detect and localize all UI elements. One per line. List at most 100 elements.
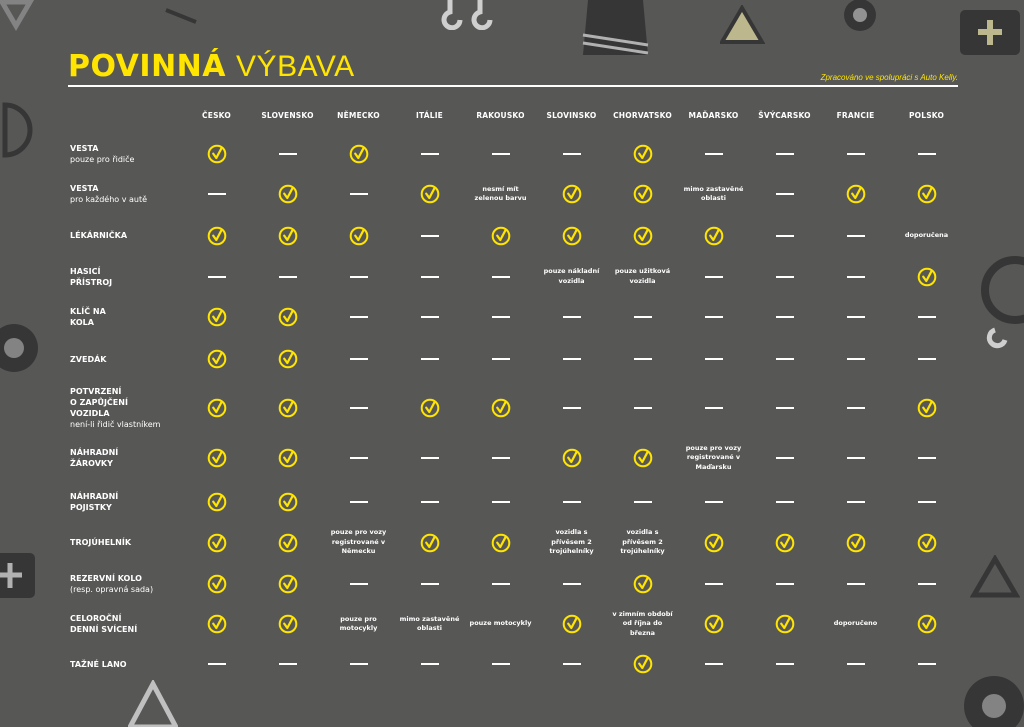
table-cell (181, 448, 252, 468)
table-header: ČESKO SLOVENSKO NĚMECKO ITÁLIE RAKOUSKO SLOVI… (70, 104, 962, 126)
table-cell (323, 144, 394, 164)
column-header: FRANCIE (836, 110, 875, 120)
dash-icon (207, 663, 226, 665)
table-cell (394, 398, 465, 418)
table-row: KLÍČ NA KOLA (70, 297, 962, 337)
table-cell (820, 500, 891, 503)
wrench-icon (165, 8, 197, 24)
dash-icon (633, 407, 652, 409)
dash-icon (420, 152, 439, 155)
row-label: TROJÚHELNÍK (70, 537, 181, 548)
hook-icon (441, 0, 493, 30)
cell-note: mimo zastavěné oblasti (683, 184, 744, 203)
dash-icon (562, 500, 581, 503)
dash-icon (420, 663, 439, 665)
table-cell (749, 234, 820, 237)
table-cell (749, 275, 820, 278)
table-cell (891, 582, 962, 585)
check-circle-icon (349, 144, 368, 163)
row-label-title: NÁHRADNÍ (70, 491, 119, 501)
row-label-title: TAŽNÉ LANO (70, 659, 127, 669)
row-label: NÁHRADNÍ POJISTKY (70, 491, 181, 513)
dash-icon (846, 275, 865, 278)
table-cell (607, 184, 678, 204)
table-cell (749, 193, 820, 195)
check-circle-icon (917, 533, 936, 552)
check-circle-icon (562, 448, 581, 468)
row-label-note: není-li řidič vlastníkem (70, 420, 161, 429)
table-cell (749, 663, 820, 665)
row-label: REZERVNÍ KOLO (resp. opravná sada) (70, 573, 181, 595)
row-label: TAŽNÉ LANO (70, 659, 181, 670)
check-circle-icon (775, 533, 794, 552)
check-circle-icon (278, 226, 297, 245)
table-cell (820, 663, 891, 665)
table-cell (820, 184, 891, 204)
dash-icon (846, 234, 865, 237)
table-cell (181, 275, 252, 278)
row-label: LÉKÁRNIČKA (70, 230, 181, 241)
table-cell: pouze pro vozy registrované v Maďarsku (678, 444, 749, 473)
row-label: VESTA pouze pro řidiče (70, 143, 181, 165)
dash-icon (775, 193, 794, 195)
dash-icon (420, 358, 439, 360)
dash-icon (704, 407, 723, 409)
dash-icon (846, 582, 865, 585)
dash-icon (349, 457, 368, 459)
dash-icon (491, 316, 510, 318)
table-cell (891, 614, 962, 634)
dash-icon (491, 663, 510, 665)
table-cell (536, 448, 607, 468)
row-label-note: pro každého v autě (70, 195, 148, 204)
cell-note: pouze pro vozy registrované v Maďarsku (685, 443, 742, 471)
table-cell (252, 184, 323, 204)
dash-icon (562, 582, 581, 585)
dash-icon (349, 582, 368, 585)
row-label-title: KOLA (70, 318, 94, 327)
dash-icon (704, 316, 723, 318)
check-circle-icon (207, 574, 226, 593)
dash-icon (420, 316, 439, 318)
row-label-title: O ZAPŮJČENÍ (70, 398, 128, 407)
table-cell (252, 398, 323, 418)
credit-note: Zpracováno ve spolupráci s Auto Kelly. (820, 73, 958, 82)
dash-icon (420, 582, 439, 585)
table-cell (252, 614, 323, 634)
dash-icon (349, 663, 368, 665)
table-cell (394, 457, 465, 459)
check-circle-icon (917, 184, 936, 204)
table-cell (323, 193, 394, 195)
cell-note: v zimním období od října do března (612, 609, 673, 637)
table-cell (678, 407, 749, 409)
dash-icon (846, 500, 865, 503)
table-cell: pouze užitková vozidla (607, 267, 678, 286)
check-circle-icon (207, 448, 226, 468)
row-label-title: KLÍČ NA (70, 307, 106, 316)
dash-icon (278, 152, 297, 155)
dash-icon (633, 358, 652, 360)
table-cell (252, 492, 323, 512)
table-cell (820, 582, 891, 585)
column-header: ŠVÝCARSKO (758, 110, 811, 120)
dash-icon (562, 316, 581, 318)
table-cell (394, 234, 465, 237)
dash-icon (917, 152, 936, 155)
table-cell (465, 500, 536, 503)
table-row: REZERVNÍ KOLO (resp. opravná sada) (70, 563, 962, 604)
check-circle-icon (207, 533, 226, 552)
table-cell (749, 316, 820, 318)
table-cell (678, 316, 749, 318)
dash-icon (633, 316, 652, 318)
table-cell (394, 500, 465, 503)
check-circle-icon (491, 398, 510, 418)
row-label: POTVRZENÍ O ZAPŮJČENÍ VOZIDLA není-li řidič… (70, 386, 181, 430)
row-label: VESTA pro každého v autě (70, 183, 181, 205)
table-cell (394, 275, 465, 278)
towing-rope-icon (981, 256, 1024, 349)
table-cell (394, 533, 465, 553)
warning-triangle-icon (0, 0, 35, 31)
row-label-title: POJISTKY (70, 502, 112, 512)
check-circle-icon (420, 398, 439, 418)
check-circle-icon (278, 398, 297, 418)
dash-icon (775, 316, 794, 318)
